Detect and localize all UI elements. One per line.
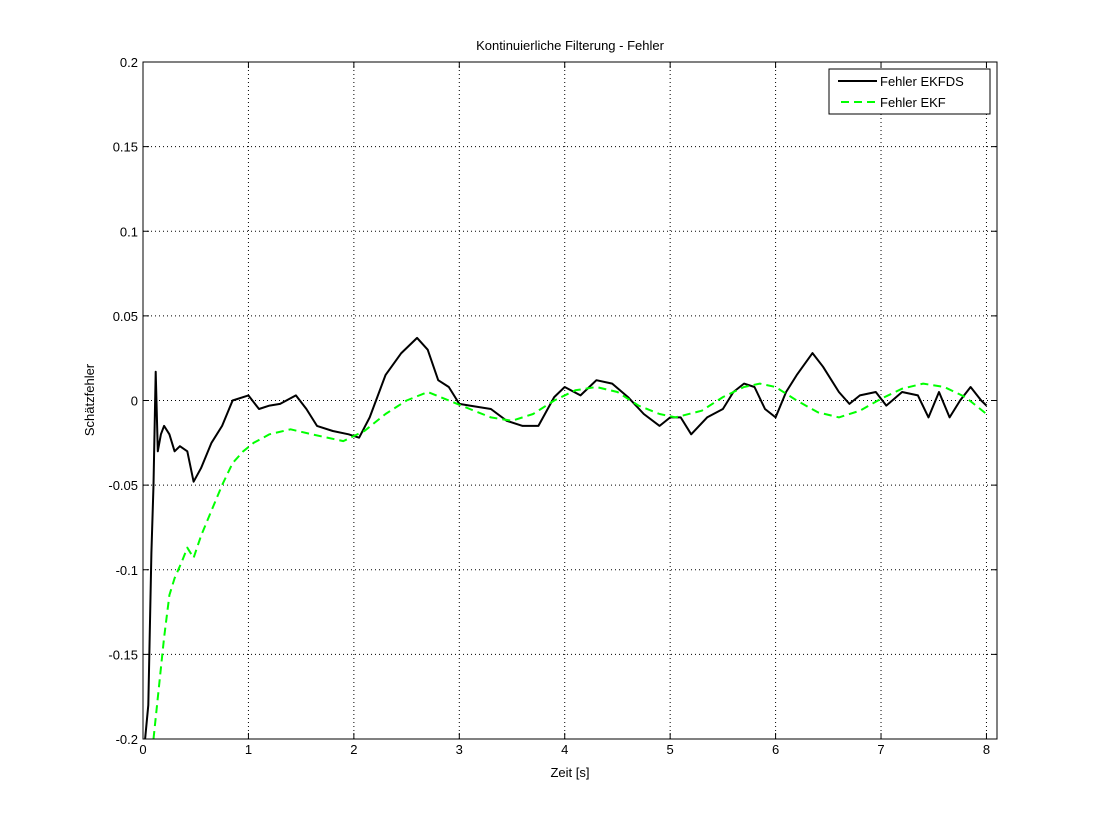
y-tick-label: 0.2	[120, 55, 138, 70]
x-tick-label: 6	[772, 742, 779, 757]
legend: Fehler EKFDS Fehler EKF	[828, 68, 991, 115]
legend-box	[828, 68, 991, 115]
series-lines	[144, 336, 988, 740]
x-tick-label: 0	[139, 742, 146, 757]
x-tick-label: 8	[983, 742, 990, 757]
x-tick-label: 3	[456, 742, 463, 757]
chart-title: Kontinuierliche Filterung - Fehler	[476, 38, 665, 53]
y-axis-label: Schätzfehler	[82, 363, 97, 436]
y-tick-label: 0	[131, 394, 138, 409]
x-tick-label: 4	[561, 742, 568, 757]
series-line-fehler-ekf	[152, 382, 988, 740]
legend-label-ekfds: Fehler EKFDS	[880, 74, 964, 89]
ticks: 0 1 2 3 4 5 6 7 8 -0.2 -0.15 -0.1 -0.05 0 0.05 0.1 0.15 0…	[108, 55, 997, 757]
y-tick-label: -0.15	[108, 647, 138, 662]
x-tick-label: 1	[245, 742, 252, 757]
x-tick-label: 7	[877, 742, 884, 757]
series-line-fehler-ekfds	[144, 336, 988, 740]
grid	[143, 62, 997, 739]
y-tick-label: 0.05	[113, 309, 138, 324]
y-tick-label: 0.15	[113, 140, 138, 155]
y-tick-label: 0.1	[120, 224, 138, 239]
x-tick-label: 2	[350, 742, 357, 757]
legend-label-ekf: Fehler EKF	[880, 95, 946, 110]
axes-box	[142, 61, 998, 740]
y-tick-label: -0.05	[108, 478, 138, 493]
y-tick-label: -0.1	[116, 563, 138, 578]
x-tick-label: 5	[667, 742, 674, 757]
x-axis-label: Zeit [s]	[550, 765, 589, 780]
y-tick-label: -0.2	[116, 732, 138, 747]
